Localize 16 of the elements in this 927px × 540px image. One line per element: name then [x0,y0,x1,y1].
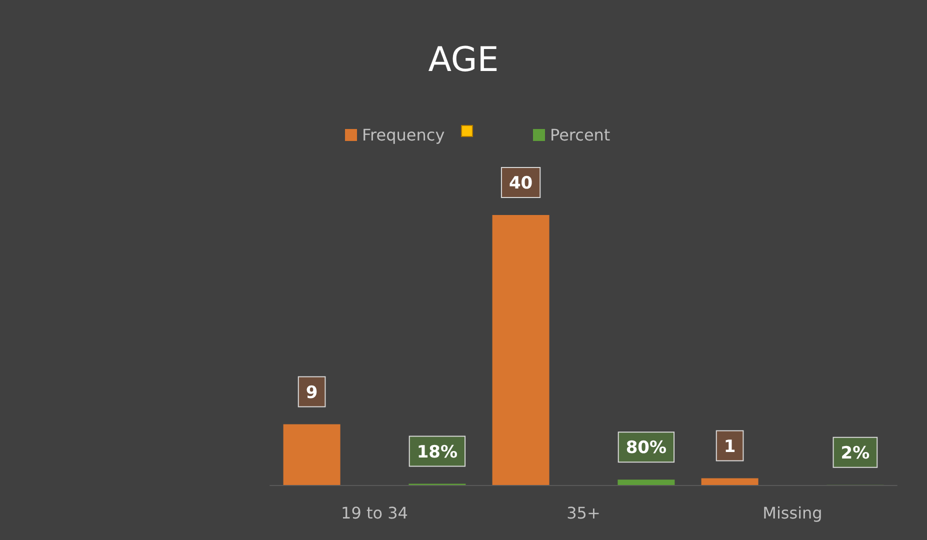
x-tick-label: 19 to 34 [341,504,408,522]
data-label: 1 [724,436,736,457]
bar [701,478,758,485]
data-label: 40 [508,174,533,194]
x-tick-label: Missing [762,504,822,522]
data-label: 80% [626,438,667,458]
x-tick-label: 35+ [566,504,600,522]
bar [492,215,550,485]
legend-label: Percent [550,126,610,144]
bar [618,480,675,485]
data-label: 18% [416,442,458,462]
data-label: 9 [306,382,318,403]
chart-title: AGE [428,40,499,80]
legend-label: Frequency [362,126,445,144]
data-label: 2% [840,443,870,464]
bar [283,424,340,485]
